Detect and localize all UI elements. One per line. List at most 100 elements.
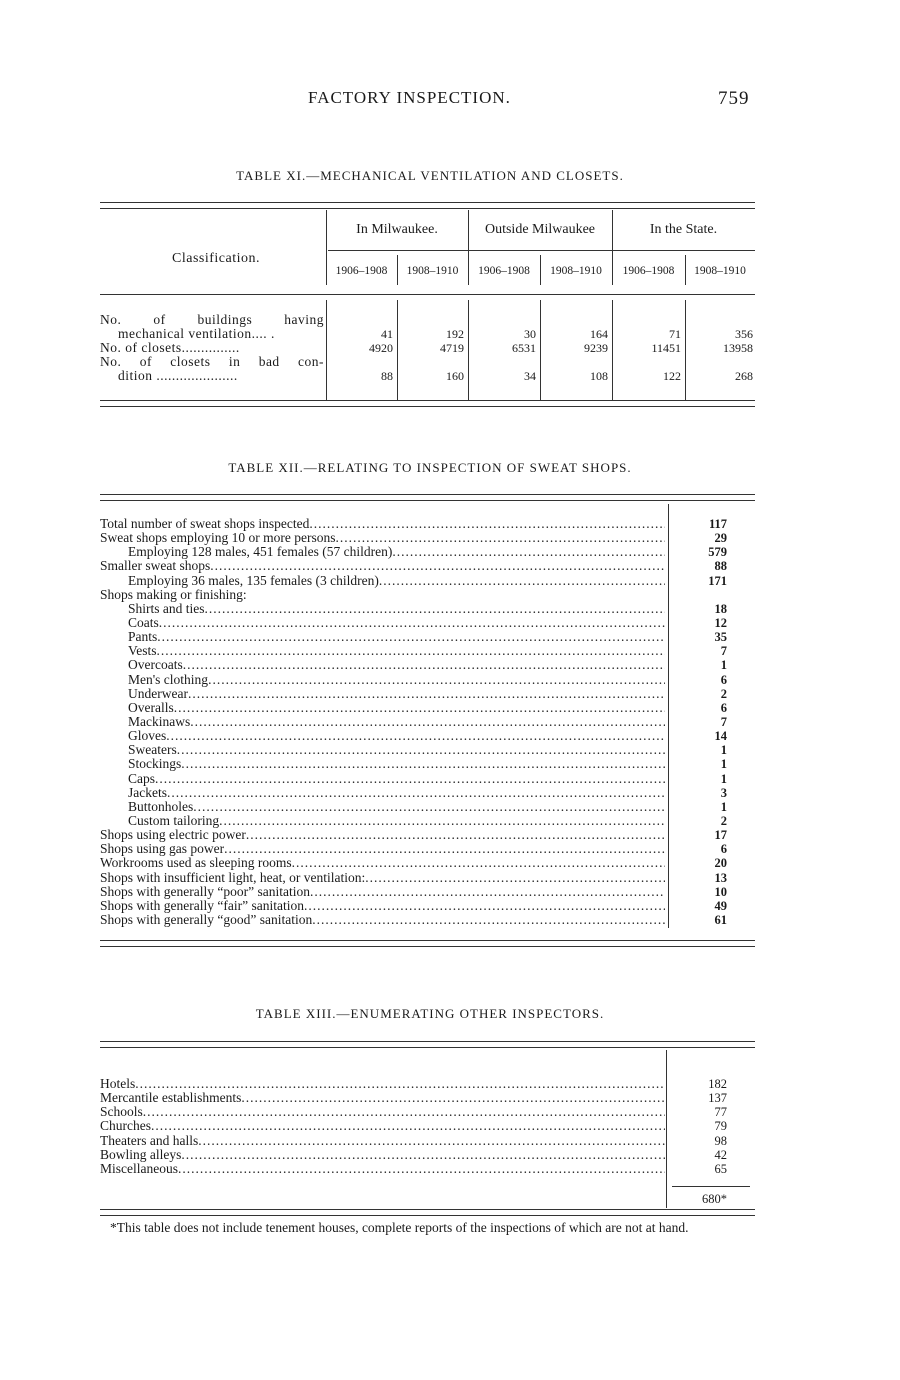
row-value: 18 [714,601,728,616]
row-value: 13 [714,870,728,885]
table-row: Sweat shops employing 10 or more persons… [100,530,755,546]
table-row: Churches 79 [100,1119,755,1134]
row-value: 2 [720,686,727,701]
table-row: Buttonholes 1 [100,799,755,814]
row-value: 171 [708,573,727,588]
dot-leader [208,673,665,687]
group-header: Outside Milwaukee [484,222,596,237]
row-label: Mackinaws [128,713,191,729]
dot-leader [210,559,665,573]
row-value: 77 [714,1105,728,1120]
table-row: Schools 77 [100,1104,755,1120]
cell-value: 4920 [369,341,393,355]
cell-value: 41 [381,327,393,341]
row-label: Shops using electric power [100,827,246,843]
dot-leader [193,800,665,814]
row-label: Stockings [128,756,182,772]
row-label: Shops with generally “poor” sanitation [100,883,310,899]
row-value: 117 [708,517,727,531]
row-label: Schools [100,1104,143,1120]
row-value: 88 [714,559,728,574]
dot-leader [246,828,665,842]
row-label: Shops using gas power [100,841,225,857]
row-label: Workrooms used as sleeping rooms [100,855,292,871]
row-label: Miscellaneous [100,1160,178,1176]
row-value: 7 [720,644,727,659]
cell-value: 192 [446,327,464,341]
cell-value: 4719 [440,341,464,355]
dot-leader [151,1119,665,1133]
rule [100,1209,755,1216]
row-value: 3 [720,785,727,800]
table-row: Shops with generally “fair” sanitation 49 [100,898,755,913]
dot-leader [188,687,665,701]
table-row: Coats 12 [100,614,755,630]
row-value: 1 [720,757,727,772]
dot-leader [219,814,665,828]
table-row: Underwear 2 [100,686,755,701]
table-row: Shirts and ties 18 [100,600,755,616]
dot-leader [143,1105,665,1119]
row-label: mechanical ventilation.... . [118,326,275,341]
row-label: No. of closets............... [100,340,240,355]
row-label: Shirts and ties [128,600,205,616]
row-label: Hotels [100,1076,136,1091]
table-row: Sweaters 1 [100,742,755,758]
row-value: 1 [720,799,727,814]
rule [100,494,755,501]
cell-value: 13958 [723,341,753,355]
table-xi-title: TABLE XI.—MECHANICAL VENTILATION AND CLO… [236,168,624,183]
row-value: 1 [720,743,727,758]
dot-leader [365,871,665,885]
row-label: Mercantile establishments [100,1090,242,1106]
table-row: Overalls 6 [100,699,755,715]
row-value: 1 [720,658,727,673]
row-value: 6 [720,700,727,715]
cell-value: 160 [446,369,464,383]
row-value: 79 [714,1119,728,1134]
dot-leader [159,616,665,630]
dot-leader [166,729,665,743]
dot-leader [304,899,665,913]
dot-leader [157,644,665,658]
period-header: 1906–1908 [478,265,530,277]
dot-leader [224,842,665,856]
row-label: Theaters and halls [100,1132,199,1148]
period-header: 1908–1910 [406,265,459,277]
row-value: 14 [714,729,728,744]
row-label: Vests [128,643,157,659]
group-header: In Milwaukee. [356,222,438,237]
row-label: No. of buildings having [100,312,324,327]
table-row: Men's clothing 6 [100,672,755,687]
dot-leader [310,885,665,899]
row-label: Sweat shops employing 10 or more persons [100,530,336,546]
dot-leader [155,772,665,786]
table-row: Shops with generally “poor” sanitation 10 [100,883,755,899]
table-row: Total number of sweat shops inspected 117 [100,516,755,531]
rule [100,400,755,407]
table-row: Custom tailoring 2 [100,812,755,828]
row-value: 12 [714,615,728,630]
table-row: Stockings 1 [100,756,755,772]
row-label: Overalls [128,699,174,715]
table-row: Shops using gas power 6 [100,841,755,857]
table-row: Mercantile establishments 137 [100,1090,755,1106]
row-label: Custom tailoring [128,812,220,828]
row-label: dition ..................... [118,368,238,383]
row-value: 1 [720,771,727,786]
table-row: Miscellaneous 65 [100,1160,755,1176]
row-label: Sweaters [128,742,177,758]
group-header: In the State. [649,222,718,237]
dot-leader [181,757,665,771]
row-value: 182 [708,1077,727,1091]
cell-value: 122 [663,369,681,383]
dot-leader [379,574,665,588]
row-label: Coats [128,614,159,630]
row-value: 20 [714,856,728,871]
cell-value: 11451 [651,341,681,355]
cell-value: 268 [735,369,753,383]
table-row: Hotels 182 [100,1076,755,1091]
row-label: Bowling alleys [100,1146,182,1162]
dot-leader [198,1134,665,1148]
